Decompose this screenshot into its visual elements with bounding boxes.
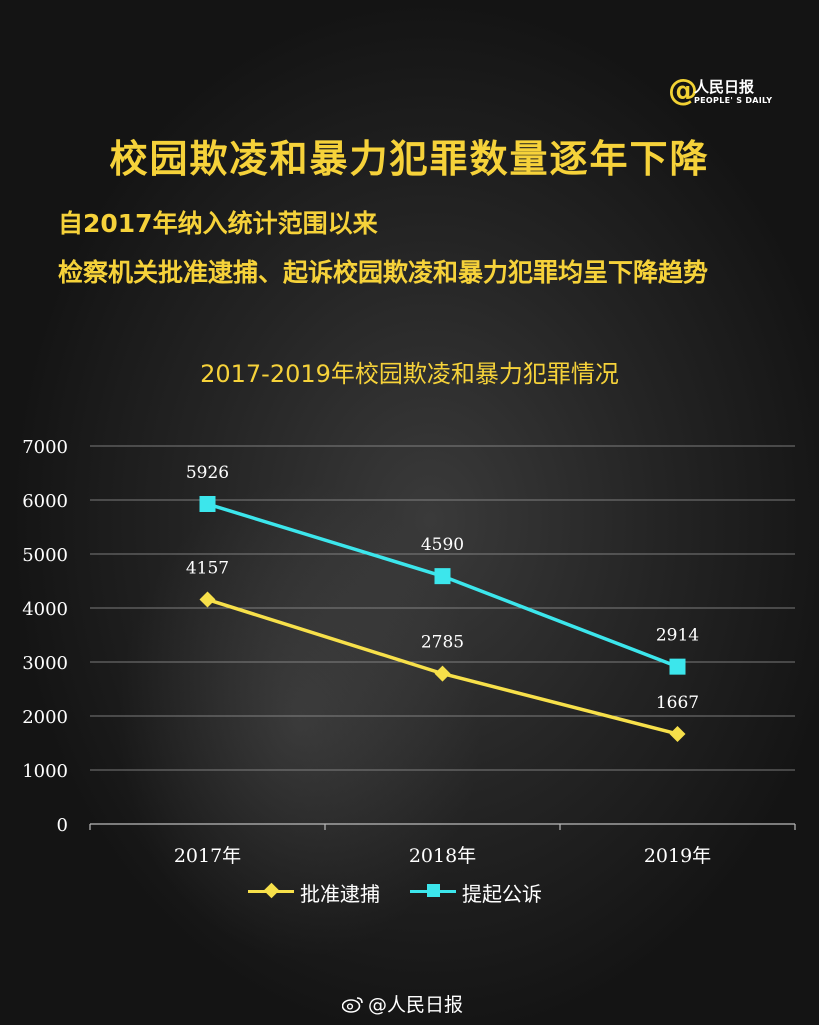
logo-english: PEOPLE' S DAILY	[694, 96, 773, 105]
data-label: 4157	[186, 559, 229, 579]
data-point-arrest	[199, 591, 216, 608]
logo-at-symbol: @	[668, 73, 698, 108]
subtitle-line-1: 自2017年纳入统计范围以来	[58, 209, 378, 238]
footer-text: @人民日报	[368, 994, 464, 1016]
page-title: 校园欺凌和暴力犯罪数量逐年下降	[109, 137, 710, 181]
weibo-icon	[342, 997, 363, 1013]
legend-label-prosecution: 提起公诉	[462, 882, 542, 906]
footer-watermark: @人民日报	[342, 990, 463, 1017]
diamond-icon	[263, 882, 280, 899]
data-point-prosecution	[669, 658, 686, 675]
y-tick-label: 5000	[22, 545, 68, 566]
y-tick-label: 1000	[22, 761, 68, 782]
legend-label-arrest: 批准逮捕	[300, 882, 380, 906]
data-label: 2785	[421, 633, 464, 653]
logo-name: 人民日报	[694, 78, 755, 96]
y-tick-label: 0	[57, 815, 68, 836]
data-point-prosecution	[434, 568, 451, 585]
x-tick-label: 2017年	[174, 845, 241, 867]
data-label: 5926	[186, 463, 229, 483]
data-label: 2914	[656, 626, 699, 646]
data-point-arrest	[669, 725, 686, 742]
y-tick-label: 3000	[22, 653, 68, 674]
x-tick-label: 2019年	[644, 845, 711, 867]
people-daily-logo: @ 人民日报 PEOPLE' S DAILY	[668, 74, 788, 110]
chart-legend: 批准逮捕 提起公诉	[248, 876, 568, 906]
y-tick-label: 4000	[22, 599, 68, 620]
y-tick-label: 7000	[22, 437, 68, 458]
y-tick-label: 2000	[22, 707, 68, 728]
data-label: 1667	[656, 693, 699, 713]
chart-title: 2017-2019年校园欺凌和暴力犯罪情况	[200, 360, 619, 388]
data-label: 4590	[421, 535, 464, 555]
data-point-prosecution	[199, 495, 216, 512]
y-tick-label: 6000	[22, 491, 68, 512]
square-icon	[427, 884, 440, 897]
subtitle-line-2: 检察机关批准逮捕、起诉校园欺凌和暴力犯罪均呈下降趋势	[58, 258, 709, 287]
x-tick-label: 2018年	[409, 845, 476, 867]
data-point-arrest	[434, 665, 451, 682]
